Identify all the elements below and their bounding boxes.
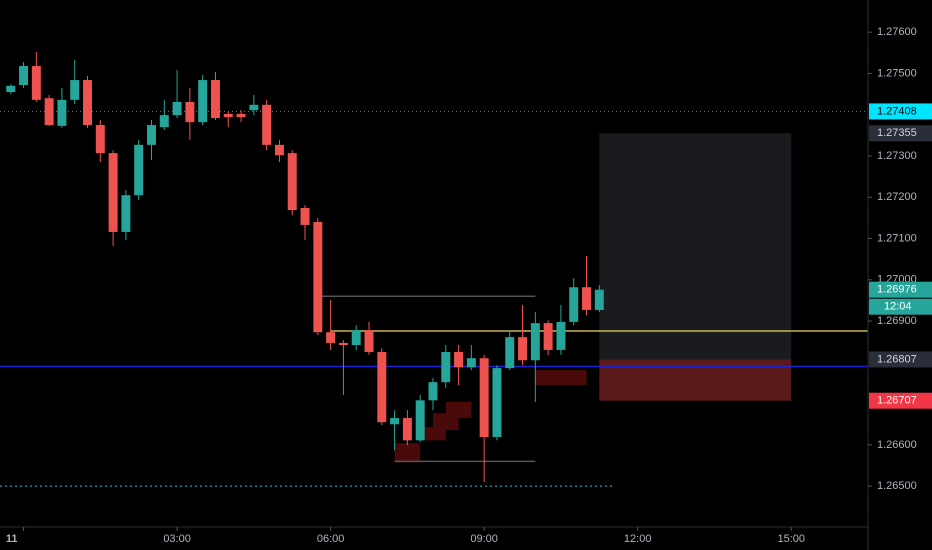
price-label-box [869,125,932,142]
candle-body [57,99,67,126]
x-tick-label: 11 [6,533,18,545]
candle-body [274,144,284,156]
price-label-box [869,392,932,409]
candle-body [441,352,451,383]
lines [0,110,868,487]
candle-body [466,358,476,368]
candle-body [236,113,246,118]
candle-body [249,104,259,111]
zone [420,427,446,441]
zone [394,443,421,463]
y-tick-label: 1.27600 [877,26,917,38]
candle-body [134,144,144,196]
candle-body [351,330,361,346]
candle-body [505,337,515,369]
candle-body [172,101,182,116]
candle-body [415,400,425,441]
candle-body [594,289,604,310]
y-tick-label: 1.26500 [877,480,917,492]
candle-body [518,337,528,361]
y-tick-label: 1.27200 [877,191,917,203]
candle-body [364,330,374,353]
candle-body [556,321,566,350]
price-label: 1.27355 [877,127,917,139]
x-tick-label: 03:00 [163,533,191,545]
candle-body [147,125,156,145]
candle-body [287,153,297,211]
x-tick-label: 12:00 [624,533,652,545]
x-tick-label: 06:00 [317,533,345,545]
price-label-box [869,281,932,298]
candle-body [44,98,54,126]
countdown-box [869,298,932,315]
y-tick-label: 1.26900 [877,315,917,327]
candle-body [338,342,348,346]
candle-body [402,418,412,441]
y-tick-label: 1.27100 [877,232,917,244]
candle-body [390,418,400,425]
candle-body [569,287,579,322]
candle-body [543,323,553,350]
candle-body [530,323,540,361]
candle-body [198,80,208,123]
zone [599,133,792,360]
x-tick-label: 15:00 [777,533,805,545]
candle-body [108,153,118,232]
y-tick-label: 1.26600 [877,439,917,451]
y-tick-label: 1.27500 [877,67,917,79]
price-label: 1.26807 [877,353,917,365]
price-label-box [869,351,932,368]
candle-body [300,207,310,225]
candle-body [582,287,591,310]
candle-body [95,125,105,154]
zone [535,370,587,386]
candle-body [326,332,336,343]
candle-body [19,66,29,86]
price-label-box [869,103,932,120]
candles [6,51,604,483]
candle-body [428,382,438,401]
price-label: 1.26976 [877,284,917,296]
candle-body [313,222,323,333]
candle-body [185,101,195,123]
candle-body [454,352,464,368]
candle-body [479,358,489,438]
axes: 1.276001.275001.273001.272001.271001.270… [6,26,932,545]
candle-body [377,352,387,423]
zone [599,359,792,401]
y-tick-label: 1.27300 [877,150,917,162]
x-tick-label: 09:00 [470,533,498,545]
candle-body [223,113,233,118]
countdown: 12:04 [884,301,912,313]
candle-body [210,80,220,119]
candle-body [159,115,169,128]
candle-body [262,104,272,145]
candle-body [492,368,502,438]
candle-body [121,195,131,232]
candle-body [6,85,16,93]
candle-body [31,66,41,100]
zone [445,401,472,419]
candle-body [83,80,92,126]
price-label: 1.26707 [877,395,917,407]
price-label: 1.27408 [877,105,917,117]
candle-body [70,80,80,100]
